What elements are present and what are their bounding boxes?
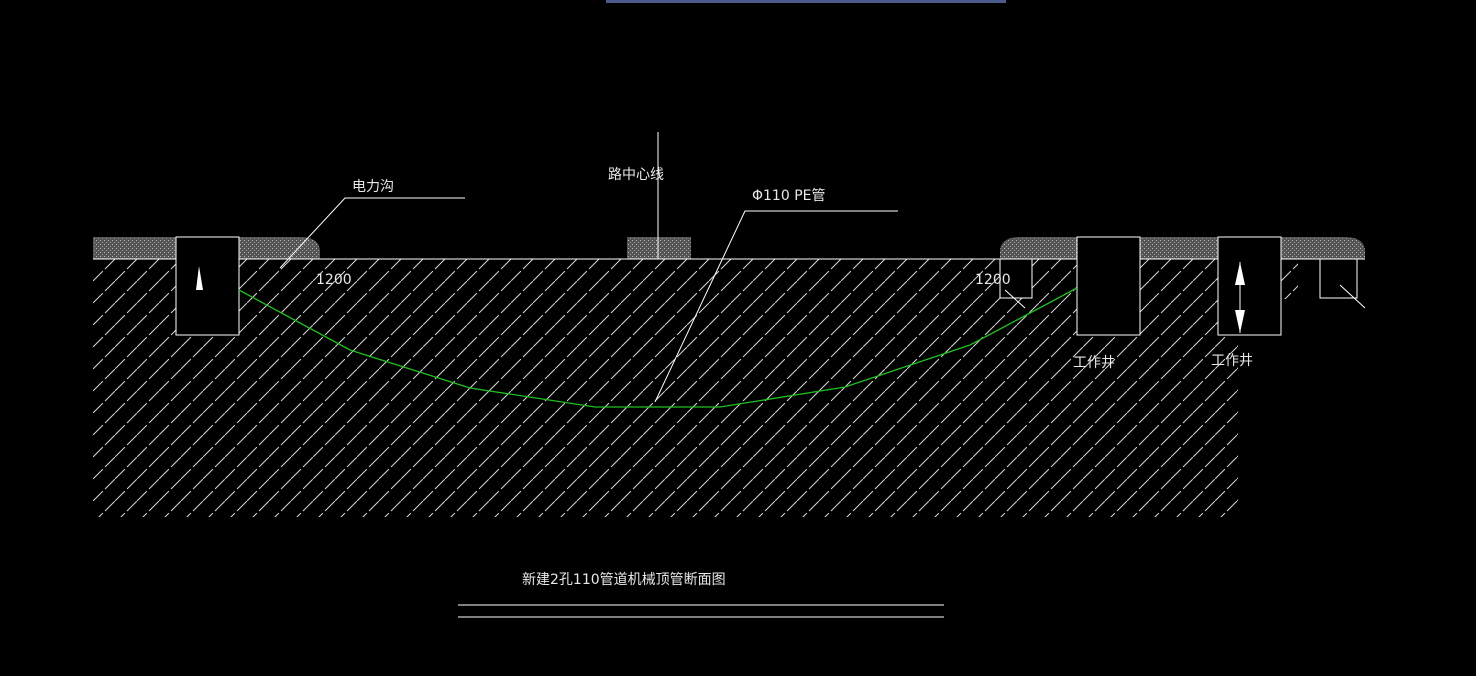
well-small bbox=[999, 258, 1033, 299]
pavement-center bbox=[627, 237, 691, 259]
wells bbox=[175, 236, 1358, 336]
label: Φ110 PE管 bbox=[752, 188, 825, 204]
well-small bbox=[1319, 258, 1358, 299]
label: 路中心线 bbox=[608, 167, 664, 183]
soil-hatch bbox=[93, 259, 1238, 517]
label: 工作井 bbox=[1073, 355, 1115, 371]
arrow bbox=[1235, 262, 1245, 333]
pavement-right bbox=[1000, 237, 1365, 259]
well bbox=[1217, 236, 1282, 336]
leader bbox=[654, 210, 898, 403]
arrow bbox=[196, 266, 203, 290]
tick bbox=[1004, 289, 1026, 309]
soil bbox=[93, 259, 1298, 517]
leader bbox=[279, 197, 465, 269]
dimension-label: 1200 bbox=[975, 272, 1011, 288]
dimension-label: 1200 bbox=[316, 272, 352, 288]
tick bbox=[1339, 284, 1366, 309]
top-bar bbox=[606, 0, 1006, 3]
well bbox=[175, 236, 240, 336]
well bbox=[1076, 236, 1141, 336]
pipe-curve bbox=[238, 287, 1078, 408]
label: 电力沟 bbox=[352, 179, 394, 195]
label: 工作井 bbox=[1211, 353, 1253, 369]
drawing-title: 新建2孔110管道机械顶管断面图 bbox=[522, 572, 726, 588]
pavement bbox=[93, 237, 1365, 259]
